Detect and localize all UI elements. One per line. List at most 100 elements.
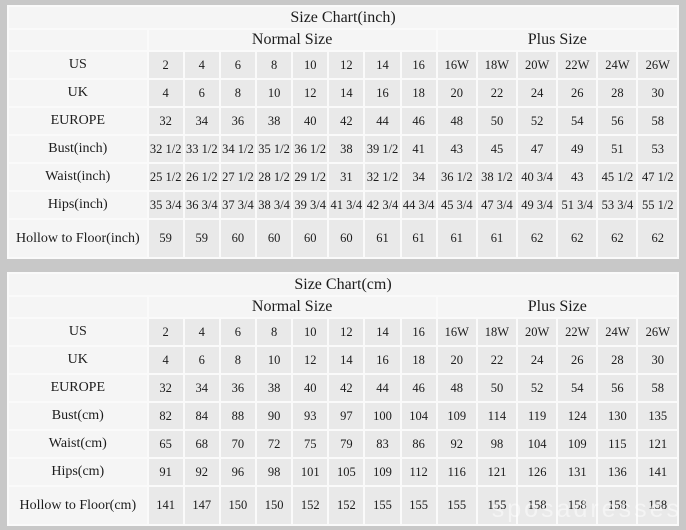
size-value-cell: 22 (475, 78, 519, 108)
size-value-cell: 152 (291, 485, 330, 526)
size-value-cell: 40 3/4 (516, 162, 559, 192)
size-value-cell: 131 (556, 457, 599, 487)
size-chart-inch-table: Size Chart(inch) Normal Size Plus Size U… (7, 5, 680, 259)
size-value-cell: 155 (363, 485, 402, 526)
size-value-cell: 25 1/2 (146, 162, 185, 192)
size-value-cell: 36 (218, 106, 258, 136)
size-value-cell: 62 (516, 218, 559, 259)
size-value-cell: 24 (516, 345, 559, 375)
row-label: Waist(cm) (7, 429, 149, 459)
size-value-cell: 6 (182, 78, 221, 108)
size-value-cell: 109 (363, 457, 402, 487)
size-value-cell: 37 3/4 (218, 190, 258, 220)
size-value-cell: 58 (636, 373, 679, 403)
size-value-cell: 8 (254, 50, 294, 80)
size-value-cell: 18 (399, 78, 438, 108)
size-value-cell: 121 (636, 429, 679, 459)
table-title-row: Size Chart(inch) (7, 5, 679, 30)
size-value-cell: 98 (254, 457, 294, 487)
row-label: Hollow to Floor(cm) (7, 485, 149, 526)
size-value-cell: 83 (363, 429, 402, 459)
size-value-cell: 12 (291, 78, 330, 108)
size-value-cell: 28 (596, 78, 639, 108)
size-value-cell: 4 (182, 50, 221, 80)
size-value-cell: 47 3/4 (475, 190, 519, 220)
size-value-cell: 48 (435, 373, 478, 403)
size-value-cell: 52 (516, 106, 559, 136)
size-value-cell: 100 (363, 401, 402, 431)
size-value-cell: 32 1/2 (363, 162, 402, 192)
size-value-cell: 4 (146, 78, 185, 108)
size-value-cell: 88 (218, 401, 258, 431)
table-row: Hollow to Floor(inch) 59 59 60 60 60 60 61 61 61 6… (7, 218, 679, 259)
row-label: Bust(inch) (7, 134, 149, 164)
size-value-cell: 44 (363, 373, 402, 403)
row-label: Bust(cm) (7, 401, 149, 431)
size-value-cell: 96 (218, 457, 258, 487)
size-value-cell: 115 (596, 429, 639, 459)
size-value-cell: 2 (146, 50, 185, 80)
size-value-cell: 46 (399, 106, 438, 136)
table-row: US 2 4 6 8 10 12 14 16 16W 18W 20W 22W 24W 26W (7, 50, 679, 80)
size-value-cell: 36 1/2 (291, 134, 330, 164)
size-value-cell: 60 (218, 218, 258, 259)
size-value-cell: 36 3/4 (182, 190, 221, 220)
size-value-cell: 92 (182, 457, 221, 487)
size-value-cell: 59 (182, 218, 221, 259)
size-value-cell: 158 (556, 485, 599, 526)
plus-size-header: Plus Size (435, 295, 680, 319)
size-value-cell: 53 (636, 134, 679, 164)
size-value-cell: 155 (435, 485, 478, 526)
size-value-cell: 150 (254, 485, 294, 526)
size-table-body: US 2 4 6 8 10 12 14 16 16W 18W 20W 22W 24W 26W UK 4 6 8 10 1… (7, 50, 679, 259)
size-chart-cm-table: Size Chart(cm) Normal Size Plus Size US 2… (7, 272, 680, 526)
size-value-cell: 112 (399, 457, 438, 487)
group-header-row: Normal Size Plus Size (7, 28, 680, 52)
size-value-cell: 35 1/2 (254, 134, 294, 164)
size-value-cell: 56 (596, 106, 639, 136)
size-value-cell: 62 (596, 218, 639, 259)
row-label: UK (7, 78, 149, 108)
size-value-cell: 16W (435, 317, 478, 347)
size-value-cell: 49 (556, 134, 599, 164)
size-value-cell: 38 3/4 (254, 190, 294, 220)
row-label: Hips(cm) (7, 457, 149, 487)
table-row: Waist(cm) 65 68 70 72 75 79 83 86 92 98 104 109 115 12… (7, 429, 679, 459)
size-value-cell: 50 (475, 373, 519, 403)
size-value-cell: 32 (146, 373, 185, 403)
size-value-cell: 34 (399, 162, 438, 192)
size-value-cell: 41 3/4 (327, 190, 366, 220)
size-value-cell: 2 (146, 317, 185, 347)
table-row: Bust(inch) 32 1/2 33 1/2 34 1/2 35 1/2 36 1/2… (7, 134, 679, 164)
table-row: Hollow to Floor(cm) 141 147 150 150 152 152 155… (7, 485, 679, 526)
size-value-cell: 32 (146, 106, 185, 136)
size-value-cell: 12 (327, 50, 366, 80)
table-row: EUROPE 32 34 36 38 40 42 44 46 48 50 52 54 56 58 (7, 373, 679, 403)
size-value-cell: 43 (556, 162, 599, 192)
group-header-row: Normal Size Plus Size (7, 295, 680, 319)
size-value-cell: 14 (327, 78, 366, 108)
size-value-cell: 68 (182, 429, 221, 459)
size-value-cell: 36 1/2 (435, 162, 478, 192)
size-value-cell: 141 (636, 457, 679, 487)
size-value-cell: 92 (435, 429, 478, 459)
table-row: US 2 4 6 8 10 12 14 16 16W 18W 20W 22W 24W 26W (7, 317, 679, 347)
row-label: EUROPE (7, 373, 149, 403)
table-title-row: Size Chart(cm) (7, 272, 679, 297)
size-value-cell: 158 (596, 485, 639, 526)
size-value-cell: 4 (182, 317, 221, 347)
empty-corner-cell (7, 295, 149, 319)
size-value-cell: 20 (435, 345, 478, 375)
size-value-cell: 59 (146, 218, 185, 259)
size-value-cell: 62 (556, 218, 599, 259)
size-value-cell: 116 (435, 457, 478, 487)
size-value-cell: 82 (146, 401, 185, 431)
size-value-cell: 47 1/2 (636, 162, 679, 192)
size-value-cell: 40 (291, 106, 330, 136)
size-value-cell: 16 (363, 78, 402, 108)
table-row: UK 4 6 8 10 12 14 16 18 20 22 24 26 28 30 (7, 78, 679, 108)
size-value-cell: 20W (516, 317, 559, 347)
size-value-cell: 20W (516, 50, 559, 80)
size-value-cell: 45 3/4 (435, 190, 478, 220)
size-value-cell: 27 1/2 (218, 162, 258, 192)
